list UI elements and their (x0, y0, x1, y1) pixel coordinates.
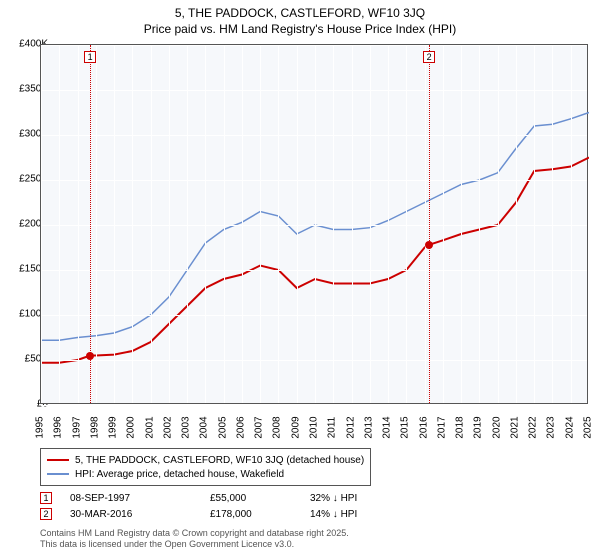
x-tick-label: 2019 (473, 416, 484, 438)
x-tick-label: 2021 (509, 416, 520, 438)
x-tick-label: 2001 (144, 416, 155, 438)
sales-price: £55,000 (210, 493, 310, 504)
x-tick-label: 2012 (345, 416, 356, 438)
chart-lines (41, 45, 587, 403)
marker-flag: 2 (423, 51, 435, 63)
x-tick-label: 1998 (89, 416, 100, 438)
chart-title: 5, THE PADDOCK, CASTLEFORD, WF10 3JQ (0, 0, 600, 20)
x-tick-label: 2013 (363, 416, 374, 438)
x-tick-label: 2000 (126, 416, 137, 438)
sales-marker: 2 (40, 508, 52, 520)
x-tick-label: 2020 (491, 416, 502, 438)
marker-dot (86, 352, 94, 360)
sales-diff: 32% ↓ HPI (310, 493, 400, 504)
sales-row: 1 08-SEP-1997 £55,000 32% ↓ HPI (40, 490, 400, 506)
chart-subtitle: Price paid vs. HM Land Registry's House … (0, 20, 600, 42)
legend-item: 5, THE PADDOCK, CASTLEFORD, WF10 3JQ (de… (47, 453, 364, 467)
x-tick-label: 2002 (162, 416, 173, 438)
x-tick-label: 2004 (199, 416, 210, 438)
x-tick-label: 1999 (108, 416, 119, 438)
x-tick-label: 2022 (528, 416, 539, 438)
footer: Contains HM Land Registry data © Crown c… (40, 528, 349, 550)
x-tick-label: 2003 (181, 416, 192, 438)
x-tick-label: 2007 (254, 416, 265, 438)
sales-date: 08-SEP-1997 (70, 493, 210, 504)
x-tick-label: 2018 (455, 416, 466, 438)
sales-price: £178,000 (210, 509, 310, 520)
x-tick-label: 2008 (272, 416, 283, 438)
x-tick-label: 1997 (71, 416, 82, 438)
legend-label: 5, THE PADDOCK, CASTLEFORD, WF10 3JQ (de… (75, 455, 364, 466)
legend-label: HPI: Average price, detached house, Wake… (75, 469, 284, 480)
x-tick-label: 2006 (235, 416, 246, 438)
sales-date: 30-MAR-2016 (70, 509, 210, 520)
x-tick-label: 2025 (583, 416, 594, 438)
x-tick-label: 2015 (400, 416, 411, 438)
legend-item: HPI: Average price, detached house, Wake… (47, 467, 364, 481)
x-tick-label: 2024 (564, 416, 575, 438)
sales-row: 2 30-MAR-2016 £178,000 14% ↓ HPI (40, 506, 400, 522)
footer-line: Contains HM Land Registry data © Crown c… (40, 528, 349, 539)
x-tick-label: 1995 (35, 416, 46, 438)
x-tick-label: 2009 (290, 416, 301, 438)
x-tick-label: 2014 (382, 416, 393, 438)
x-tick-label: 2005 (217, 416, 228, 438)
x-tick-label: 1996 (53, 416, 64, 438)
x-tick-label: 2010 (309, 416, 320, 438)
chart-container: 5, THE PADDOCK, CASTLEFORD, WF10 3JQ Pri… (0, 0, 600, 560)
x-tick-label: 2016 (418, 416, 429, 438)
x-tick-label: 2017 (436, 416, 447, 438)
sales-marker: 1 (40, 492, 52, 504)
sales-table: 1 08-SEP-1997 £55,000 32% ↓ HPI 2 30-MAR… (40, 490, 400, 522)
x-tick-label: 2023 (546, 416, 557, 438)
marker-dot (425, 241, 433, 249)
legend-swatch (47, 473, 69, 475)
sales-diff: 14% ↓ HPI (310, 509, 400, 520)
legend-swatch (47, 459, 69, 461)
marker-flag: 1 (84, 51, 96, 63)
legend: 5, THE PADDOCK, CASTLEFORD, WF10 3JQ (de… (40, 448, 371, 486)
footer-line: This data is licensed under the Open Gov… (40, 539, 349, 550)
x-tick-label: 2011 (327, 417, 338, 439)
plot-area: 12 (40, 44, 588, 404)
